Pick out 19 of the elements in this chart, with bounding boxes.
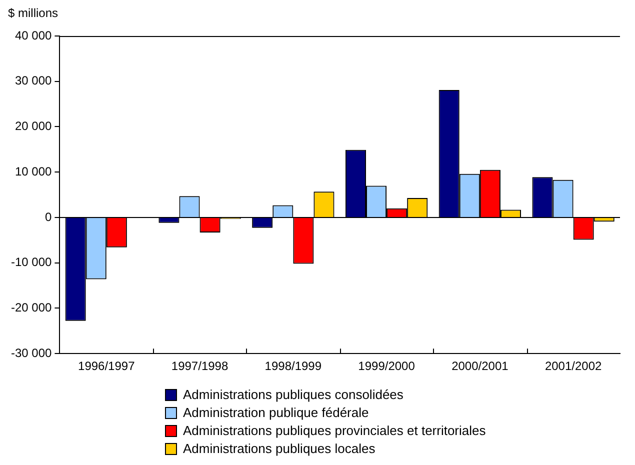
legend-label: Administration publique fédérale: [183, 404, 369, 422]
y-tick-label: 10 000: [14, 164, 52, 178]
y-tick-label: -30 000: [10, 346, 52, 360]
x-tick-label: 1996/1997: [78, 359, 136, 374]
x-tick-label: 2001/2002: [544, 359, 602, 374]
y-tick-label: -20 000: [10, 300, 52, 315]
y-axis-title: $ millions: [8, 6, 58, 20]
legend-label: Administrations publiques provinciales et territoriales: [183, 422, 486, 440]
x-tick-label: 1997/1998: [171, 359, 228, 374]
y-tick-label: -10 000: [10, 255, 52, 270]
x-tick-label: 2000/2001: [452, 359, 509, 374]
legend-label: Administrations publiques consolidées: [183, 386, 404, 404]
y-tick-label: 20 000: [14, 119, 52, 134]
y-tick-label: 30 000: [14, 74, 52, 88]
y-tick-label: 0: [45, 210, 52, 224]
x-tick-label: 1999/2000: [358, 359, 416, 374]
legend-label: Administrations publiques locales: [183, 440, 376, 458]
x-tick-label: 1998/1999: [264, 359, 322, 374]
y-tick-label: 40 000: [14, 28, 52, 42]
